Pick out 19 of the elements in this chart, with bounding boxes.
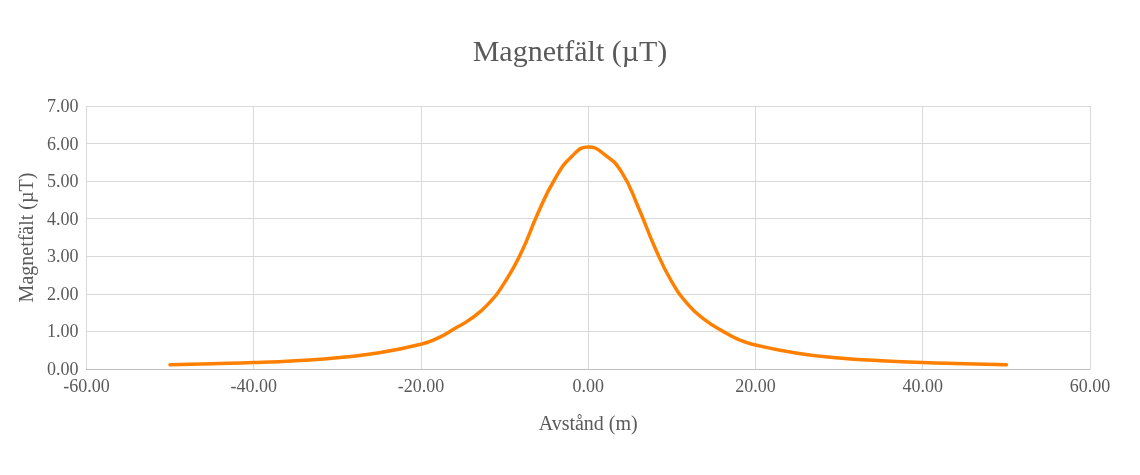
y-tick-label: 4.00 [46, 208, 79, 229]
y-tick-label: 2.00 [46, 283, 79, 304]
x-tick-label: -60.00 [63, 376, 110, 396]
y-tick-label: 6.00 [46, 133, 79, 154]
y-tick-label: 0.00 [46, 359, 79, 379]
line-series [168, 145, 1009, 367]
y-tick-label: 5.00 [46, 171, 79, 192]
y-axis-title: Magnetfält (µT) [15, 172, 38, 303]
x-tick-label: 40.00 [902, 376, 943, 396]
x-tick-label: -40.00 [230, 376, 277, 396]
x-axis-title: Avstånd (m) [538, 412, 638, 435]
x-tick-label: 0.00 [572, 376, 604, 396]
y-tick-label: 7.00 [46, 96, 79, 116]
x-tick-label: 20.00 [735, 376, 776, 396]
y-tick-label: 1.00 [46, 321, 79, 342]
y-tick-label: 3.00 [46, 246, 79, 267]
x-tick-label: 60.00 [1069, 376, 1111, 396]
chart-title: Magnetfält (µT) [472, 33, 668, 68]
x-tick-label: -20.00 [397, 376, 445, 396]
